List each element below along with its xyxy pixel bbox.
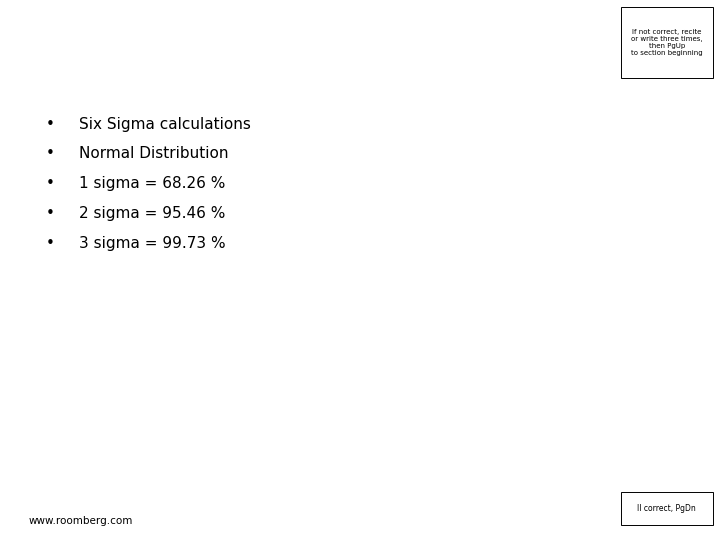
Text: Il correct, PgDn: Il correct, PgDn (637, 504, 696, 513)
Text: •: • (46, 235, 55, 251)
Text: 2 sigma = 95.46 %: 2 sigma = 95.46 % (79, 206, 225, 221)
Text: 3 sigma = 99.73 %: 3 sigma = 99.73 % (79, 235, 226, 251)
Text: Normal Distribution: Normal Distribution (79, 146, 229, 161)
Text: •: • (46, 117, 55, 132)
Text: Six Sigma calculations: Six Sigma calculations (79, 117, 251, 132)
Text: •: • (46, 176, 55, 191)
Text: www.roomberg.com: www.roomberg.com (29, 516, 133, 526)
Text: If not correct, recite
or write three times,
then PgUp
to section beginning: If not correct, recite or write three ti… (631, 29, 703, 56)
FancyBboxPatch shape (621, 7, 713, 78)
Text: •: • (46, 206, 55, 221)
FancyBboxPatch shape (621, 492, 713, 525)
Text: •: • (46, 146, 55, 161)
Text: 1 sigma = 68.26 %: 1 sigma = 68.26 % (79, 176, 225, 191)
